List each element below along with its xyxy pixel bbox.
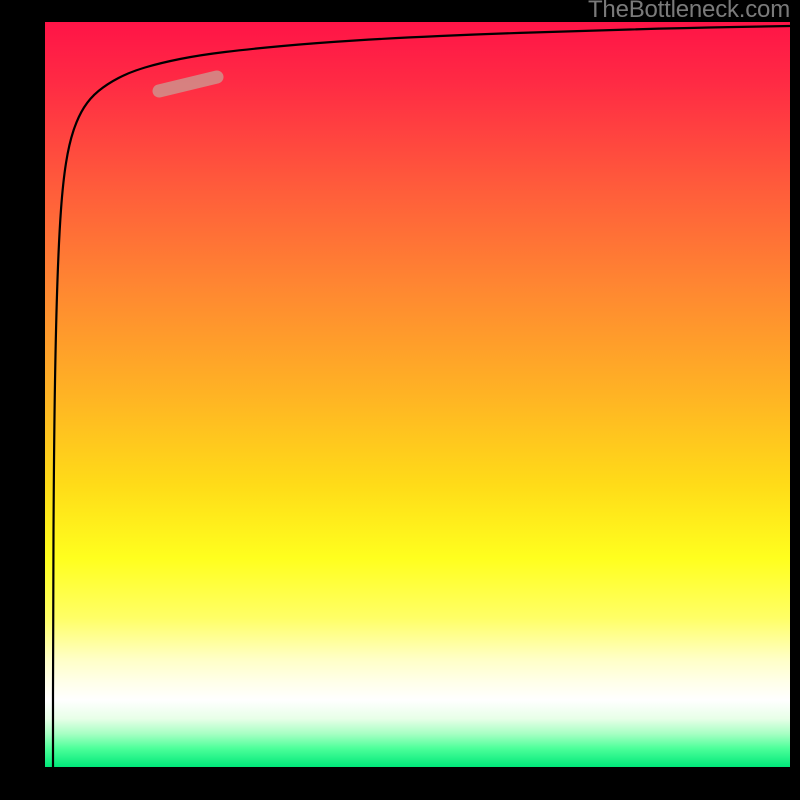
- plot-area: [45, 22, 790, 767]
- chart-container: TheBottleneck.com: [0, 0, 800, 800]
- gradient-background: [45, 22, 790, 767]
- watermark-text: TheBottleneck.com: [588, 0, 790, 24]
- chart-svg: [45, 22, 790, 767]
